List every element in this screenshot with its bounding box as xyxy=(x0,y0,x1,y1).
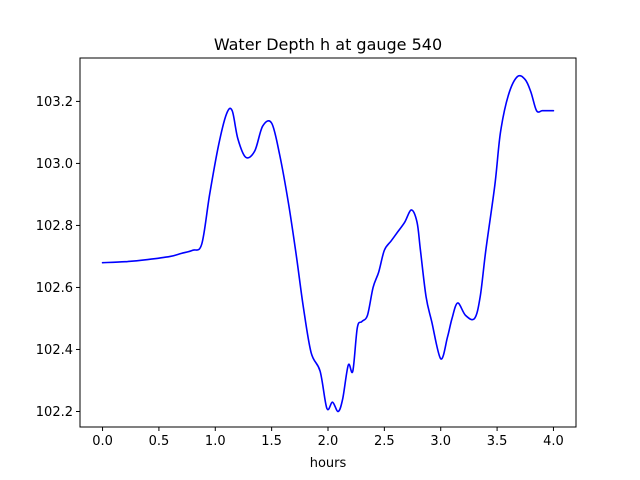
y-tick-label: 103.0 xyxy=(36,157,73,172)
chart-title: Water Depth h at gauge 540 xyxy=(214,35,442,54)
y-tick-label: 102.2 xyxy=(36,405,73,420)
x-axis-ticks: 0.0 0.5 1.0 1.5 2.0 2.5 3.0 3.5 4.0 xyxy=(92,427,564,449)
y-tick-label: 102.8 xyxy=(36,219,73,234)
x-tick-label: 0.5 xyxy=(149,434,170,449)
x-tick-label: 1.0 xyxy=(205,434,226,449)
x-tick-label: 4.0 xyxy=(543,434,564,449)
x-tick-label: 1.5 xyxy=(261,434,282,449)
x-tick-label: 3.0 xyxy=(430,434,451,449)
y-tick-label: 102.4 xyxy=(36,343,73,358)
plot-area xyxy=(101,74,555,413)
x-tick-label: 3.5 xyxy=(487,434,508,449)
y-tick-label: 103.2 xyxy=(36,95,73,110)
x-tick-label: 2.5 xyxy=(374,434,395,449)
x-tick-label: 2.0 xyxy=(318,434,339,449)
x-tick-label: 0.0 xyxy=(92,434,113,449)
series-line-0 xyxy=(101,74,555,413)
y-axis-ticks: 102.2 102.4 102.6 102.8 103.0 103.2 xyxy=(36,95,80,420)
y-tick-label: 102.6 xyxy=(36,281,73,296)
x-axis-label: hours xyxy=(310,456,347,471)
